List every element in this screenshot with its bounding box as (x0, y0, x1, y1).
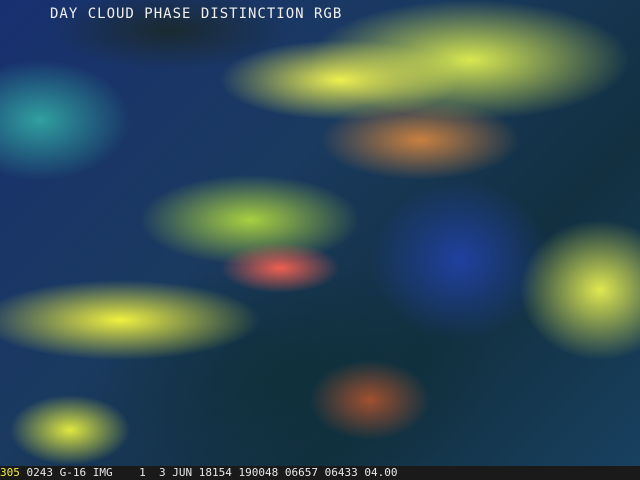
image-number: 1 (139, 466, 146, 479)
band-id: 0243 (26, 466, 54, 479)
frame-number: 305 (0, 466, 20, 479)
resolution: 04.00 (364, 466, 398, 479)
satellite-image (0, 0, 640, 466)
line: 06657 (284, 466, 318, 479)
date: 3 JUN 18154 (159, 466, 232, 479)
element: 06433 (324, 466, 358, 479)
status-bar: 305 0243 G-16 IMG 1 3 JUN 18154 190048 0… (0, 466, 640, 480)
image-type: IMG (92, 466, 113, 479)
satellite: G-16 (59, 466, 87, 479)
image-title: DAY CLOUD PHASE DISTINCTION RGB (50, 6, 343, 22)
time: 190048 (238, 466, 279, 479)
